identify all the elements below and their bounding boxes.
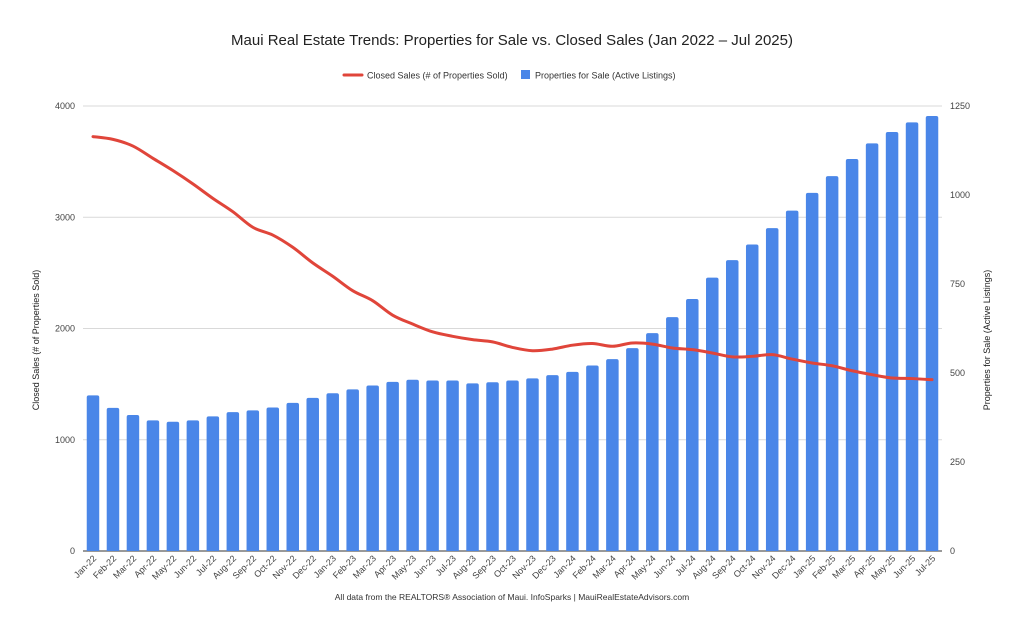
bar — [346, 389, 359, 551]
bar — [526, 378, 539, 551]
bar — [306, 397, 319, 551]
right-tick-label: 250 — [950, 457, 965, 467]
bar — [386, 381, 399, 551]
bar — [805, 192, 819, 551]
bar — [226, 412, 240, 551]
bar — [326, 393, 339, 551]
legend: Closed Sales (# of Properties Sold) Prop… — [342, 70, 676, 81]
bar — [506, 380, 519, 551]
bar — [745, 244, 759, 551]
right-tick-label: 1250 — [950, 101, 970, 111]
bar — [905, 122, 919, 551]
bar — [725, 260, 739, 551]
bar — [486, 382, 499, 551]
bar — [785, 210, 799, 551]
bar — [865, 143, 879, 551]
left-tick-label: 2000 — [55, 324, 75, 334]
bar — [406, 379, 419, 551]
right-tick-label: 500 — [950, 368, 965, 378]
left-tick-label: 4000 — [55, 101, 75, 111]
bar — [146, 420, 160, 551]
bar — [446, 380, 459, 551]
bar — [646, 333, 659, 551]
bar — [626, 348, 639, 551]
bar — [366, 385, 379, 551]
bar — [186, 420, 200, 551]
bar — [426, 380, 439, 551]
bar — [126, 415, 140, 551]
bar — [166, 421, 180, 551]
right-axis-ticks: 0 250 500 750 1000 1250 — [950, 101, 970, 556]
bar — [86, 395, 100, 551]
legend-bar-swatch — [521, 70, 530, 79]
right-axis-title: Properties for Sale (Active Listings) — [982, 270, 992, 411]
bar — [925, 115, 939, 551]
closed-sales-line — [91, 135, 934, 382]
bar — [566, 371, 579, 551]
left-axis-title: Closed Sales (# of Properties Sold) — [31, 270, 41, 411]
bar — [206, 416, 220, 551]
bar — [885, 131, 899, 551]
bar — [286, 402, 300, 551]
left-tick-label: 3000 — [55, 212, 75, 222]
bar — [586, 365, 599, 551]
bar — [466, 383, 479, 551]
right-tick-label: 1000 — [950, 190, 970, 200]
bar — [706, 277, 719, 551]
left-tick-label: 0 — [70, 546, 75, 556]
bar — [686, 298, 699, 551]
source-footer: All data from the REALTORS® Association … — [335, 592, 689, 602]
bar — [765, 228, 779, 551]
legend-label-closed-sales: Closed Sales (# of Properties Sold) — [367, 71, 508, 81]
bar-series — [86, 115, 939, 551]
bar — [246, 410, 260, 551]
bar — [266, 407, 280, 551]
left-tick-label: 1000 — [55, 435, 75, 445]
line-series — [91, 135, 934, 382]
right-tick-label: 0 — [950, 546, 955, 556]
chart-title: Maui Real Estate Trends: Properties for … — [231, 32, 793, 49]
bar — [666, 317, 679, 551]
bar — [845, 159, 859, 551]
bar — [825, 176, 839, 551]
bar — [106, 407, 120, 551]
legend-label-active-listings: Properties for Sale (Active Listings) — [535, 71, 676, 81]
bar — [546, 375, 559, 551]
left-axis-ticks: 0 1000 2000 3000 4000 — [55, 101, 75, 556]
bar — [606, 359, 619, 551]
right-tick-label: 750 — [950, 279, 965, 289]
